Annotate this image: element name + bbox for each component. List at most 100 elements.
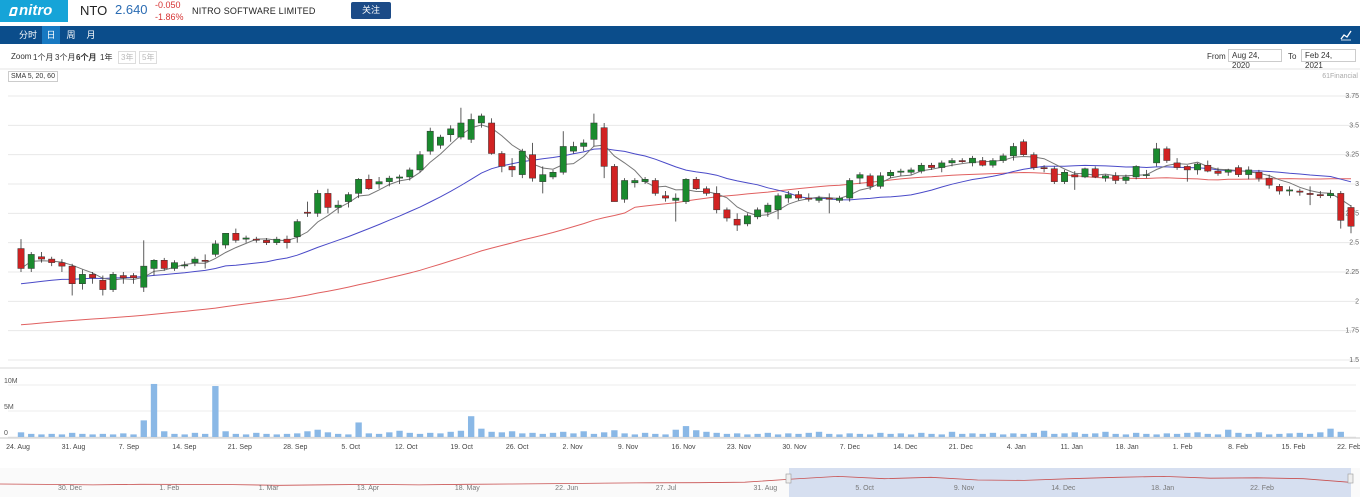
- navigator-right-handle[interactable]: [1347, 473, 1354, 484]
- candle[interactable]: [682, 178, 690, 204]
- candle[interactable]: [692, 176, 700, 190]
- tab-weekly[interactable]: 周: [66, 30, 76, 40]
- candle[interactable]: [866, 173, 874, 190]
- candle[interactable]: [570, 141, 577, 154]
- candle[interactable]: [89, 272, 97, 284]
- candle[interactable]: [109, 272, 117, 292]
- candle[interactable]: [447, 125, 455, 142]
- zoom-1y-button[interactable]: 1年: [100, 53, 113, 62]
- candle[interactable]: [457, 107, 465, 140]
- candle[interactable]: [590, 113, 598, 147]
- follow-button[interactable]: 关注: [351, 2, 391, 19]
- candle[interactable]: [232, 228, 240, 243]
- candle[interactable]: [1194, 162, 1201, 175]
- candle[interactable]: [365, 174, 373, 190]
- candle[interactable]: [917, 162, 925, 174]
- candle[interactable]: [27, 252, 35, 272]
- candle[interactable]: [119, 272, 127, 284]
- candle[interactable]: [181, 261, 189, 269]
- candle[interactable]: [1183, 165, 1191, 182]
- candle[interactable]: [672, 193, 680, 222]
- candle[interactable]: [293, 219, 301, 243]
- candle[interactable]: [989, 158, 997, 168]
- candle[interactable]: [78, 269, 86, 290]
- candle[interactable]: [1061, 169, 1068, 184]
- candle[interactable]: [252, 236, 260, 243]
- candle[interactable]: [130, 273, 137, 284]
- candle[interactable]: [600, 122, 608, 179]
- candle[interactable]: [1347, 205, 1355, 234]
- candle[interactable]: [1091, 166, 1099, 179]
- candle[interactable]: [171, 260, 178, 271]
- candle[interactable]: [743, 213, 751, 227]
- candle[interactable]: [1081, 167, 1089, 179]
- candle[interactable]: [355, 178, 363, 199]
- candle[interactable]: [979, 157, 987, 167]
- candle[interactable]: [17, 239, 25, 272]
- candle[interactable]: [662, 191, 669, 202]
- candle[interactable]: [815, 195, 823, 203]
- candle[interactable]: [211, 240, 219, 257]
- candle[interactable]: [283, 235, 291, 249]
- candle[interactable]: [1265, 174, 1273, 189]
- candle[interactable]: [1050, 166, 1058, 184]
- candle[interactable]: [518, 148, 526, 179]
- candle[interactable]: [897, 168, 905, 176]
- candle[interactable]: [1204, 160, 1212, 173]
- candle[interactable]: [856, 172, 864, 184]
- candle[interactable]: [140, 240, 148, 292]
- candle[interactable]: [160, 257, 168, 271]
- candle[interactable]: [1112, 172, 1120, 184]
- candle[interactable]: [549, 169, 557, 180]
- candle[interactable]: [1306, 186, 1314, 206]
- candle[interactable]: [1102, 174, 1109, 182]
- candle[interactable]: [529, 142, 536, 182]
- candle[interactable]: [426, 127, 434, 155]
- candle[interactable]: [58, 259, 66, 272]
- candle[interactable]: [733, 213, 741, 231]
- candle[interactable]: [396, 174, 403, 184]
- candle[interactable]: [263, 237, 270, 246]
- candle[interactable]: [406, 167, 414, 181]
- zoom-1m-button[interactable]: 1个月: [33, 53, 54, 62]
- sma-indicator-label[interactable]: SMA 5, 20, 60: [8, 71, 58, 82]
- candle[interactable]: [1173, 158, 1181, 170]
- candle[interactable]: [416, 151, 424, 173]
- candle[interactable]: [631, 178, 639, 188]
- candle[interactable]: [876, 172, 884, 189]
- candle[interactable]: [610, 164, 618, 202]
- candle[interactable]: [1142, 169, 1150, 179]
- candle[interactable]: [242, 235, 250, 243]
- candle[interactable]: [805, 193, 813, 202]
- navigator-selection[interactable]: [789, 468, 1351, 497]
- nitro-logo[interactable]: nitro: [0, 0, 68, 22]
- candle[interactable]: [273, 236, 281, 246]
- candle[interactable]: [1286, 186, 1294, 196]
- zoom-5y-button[interactable]: 5年: [139, 51, 158, 64]
- candle[interactable]: [703, 186, 710, 196]
- candle[interactable]: [488, 118, 496, 155]
- candle[interactable]: [836, 195, 843, 203]
- candle[interactable]: [713, 186, 721, 214]
- zoom-3m-button[interactable]: 3个月: [55, 53, 76, 62]
- candle[interactable]: [907, 167, 915, 175]
- candle[interactable]: [651, 178, 659, 196]
- candle[interactable]: [222, 233, 230, 249]
- candle[interactable]: [846, 178, 854, 202]
- candle[interactable]: [825, 193, 833, 214]
- candle[interactable]: [1214, 167, 1222, 176]
- tab-daily[interactable]: 日: [42, 26, 60, 44]
- navigator-left-handle[interactable]: [785, 473, 792, 484]
- candle[interactable]: [150, 259, 158, 276]
- candle[interactable]: [1071, 171, 1079, 190]
- candle[interactable]: [477, 113, 485, 128]
- candle[interactable]: [938, 160, 946, 173]
- candle[interactable]: [539, 166, 547, 194]
- candle[interactable]: [999, 153, 1007, 163]
- candle[interactable]: [324, 188, 332, 214]
- candle[interactable]: [314, 189, 322, 217]
- candle[interactable]: [385, 175, 393, 187]
- candle[interactable]: [969, 155, 976, 167]
- candle[interactable]: [774, 193, 782, 220]
